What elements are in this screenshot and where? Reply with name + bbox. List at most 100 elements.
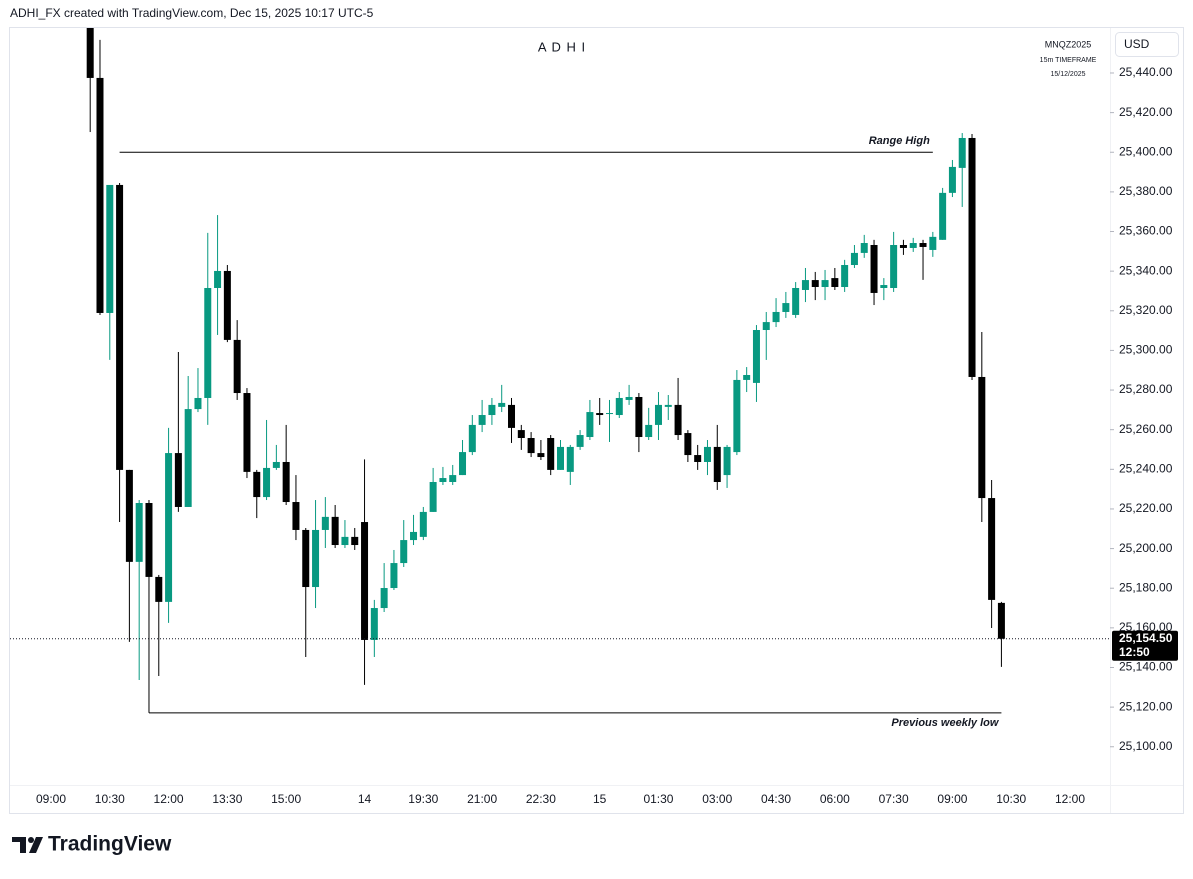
candle-body [508, 404, 516, 428]
candle-body [145, 503, 153, 577]
countdown: 12:50 [1119, 645, 1150, 659]
candle-body [792, 287, 800, 315]
candle-body [899, 244, 907, 248]
plot [86, 28, 1005, 714]
candle-body [106, 184, 114, 313]
candle-body [380, 588, 388, 609]
date: 15/12/2025 [1050, 71, 1085, 78]
candle-body [988, 498, 996, 600]
x-tick-label: 09:00 [937, 792, 967, 806]
x-tick-label: 03:00 [702, 792, 732, 806]
x-tick-label: 15:00 [271, 792, 301, 806]
x-tick-label: 13:30 [212, 792, 242, 806]
candle-body [664, 404, 672, 407]
candle-body [713, 446, 721, 483]
y-tick-label: 25,200.00 [1119, 541, 1173, 555]
candle-body [478, 415, 486, 425]
candle-body [527, 438, 535, 454]
candle-body [890, 244, 898, 288]
candle-body [811, 280, 819, 288]
candle-body [645, 424, 653, 438]
y-tick-label: 25,160.00 [1119, 620, 1173, 634]
x-tick-label: 12:00 [154, 792, 184, 806]
candle-body [390, 563, 398, 589]
candle-body [312, 529, 320, 588]
x-tick-label: 07:30 [879, 792, 909, 806]
x-tick-label: 10:30 [996, 792, 1026, 806]
y-tick-label: 25,180.00 [1119, 580, 1173, 594]
x-tick-label: 21:00 [467, 792, 497, 806]
y-tick-label: 25,340.00 [1119, 263, 1173, 277]
candle-body [831, 278, 839, 288]
candle-body [694, 455, 702, 462]
candle-body [615, 397, 623, 416]
currency-button[interactable] [1115, 32, 1179, 57]
candle-body [429, 482, 437, 512]
annotation-label: Range High [869, 135, 930, 147]
currency[interactable]: USD [1124, 37, 1150, 51]
last-price-box [1112, 630, 1178, 661]
candle-body [439, 478, 447, 483]
candle-body [341, 536, 349, 546]
candle-body [703, 446, 711, 462]
candle-body [204, 287, 212, 398]
candle-body [635, 396, 643, 438]
candle-body [586, 412, 594, 438]
candle-body [223, 270, 231, 340]
y-tick-label: 25,220.00 [1119, 501, 1173, 515]
candle-body [292, 502, 300, 530]
candle-body [821, 280, 829, 288]
candle-body [459, 452, 467, 476]
x-tick-label: 10:30 [95, 792, 125, 806]
x-tick-label: 06:00 [820, 792, 850, 806]
x-tick-label: 01:30 [643, 792, 673, 806]
y-tick-label: 25,120.00 [1119, 699, 1173, 713]
candle-body [929, 236, 937, 250]
candle-body [419, 511, 427, 537]
last-price-label: 25,154.50 [1119, 631, 1173, 645]
y-tick-label: 25,140.00 [1119, 660, 1173, 674]
timeframe: 15m TIMEFRAME [1040, 57, 1097, 64]
candle-body [253, 471, 261, 498]
candle-body [498, 402, 506, 407]
candle-body [743, 374, 751, 380]
brand-logo [12, 837, 43, 853]
candle-body [184, 409, 192, 507]
y-tick-label: 25,400.00 [1119, 144, 1173, 158]
candle-body [331, 516, 339, 546]
candle-body [919, 243, 927, 247]
candle-body [939, 192, 947, 240]
candle-body [557, 446, 564, 470]
y-tick-label: 25,360.00 [1119, 224, 1173, 238]
candle-body [684, 433, 692, 456]
candle-body [263, 467, 271, 498]
candle-body [537, 453, 545, 458]
candle-body [733, 379, 741, 453]
candle-body [880, 285, 888, 288]
candle-body [654, 404, 662, 425]
candle-body [174, 453, 182, 507]
x-tick-label: 15 [593, 792, 607, 806]
candle-body [948, 166, 956, 193]
header-text: ADHI_FX created with TradingView.com, De… [10, 6, 374, 20]
y-tick-label: 25,300.00 [1119, 343, 1173, 357]
candle-body [410, 531, 418, 541]
chart-frame [9, 27, 1184, 814]
candle-body [958, 137, 966, 168]
y-tick-label: 25,280.00 [1119, 382, 1173, 396]
candle-body [782, 303, 790, 312]
x-tick-label: 12:00 [1055, 792, 1085, 806]
candle-body [674, 404, 682, 436]
candle-body [116, 184, 124, 470]
candle-body [321, 516, 329, 530]
candle-body [165, 453, 173, 602]
y-tick-label: 25,440.00 [1119, 65, 1173, 79]
candle-body [841, 265, 849, 288]
candle-body [860, 243, 868, 253]
annotation-label: Previous weekly low [891, 717, 999, 729]
candle-body [625, 396, 633, 400]
candle-body [125, 469, 133, 562]
brand: TradingView [48, 833, 172, 856]
candle-body [752, 330, 760, 383]
